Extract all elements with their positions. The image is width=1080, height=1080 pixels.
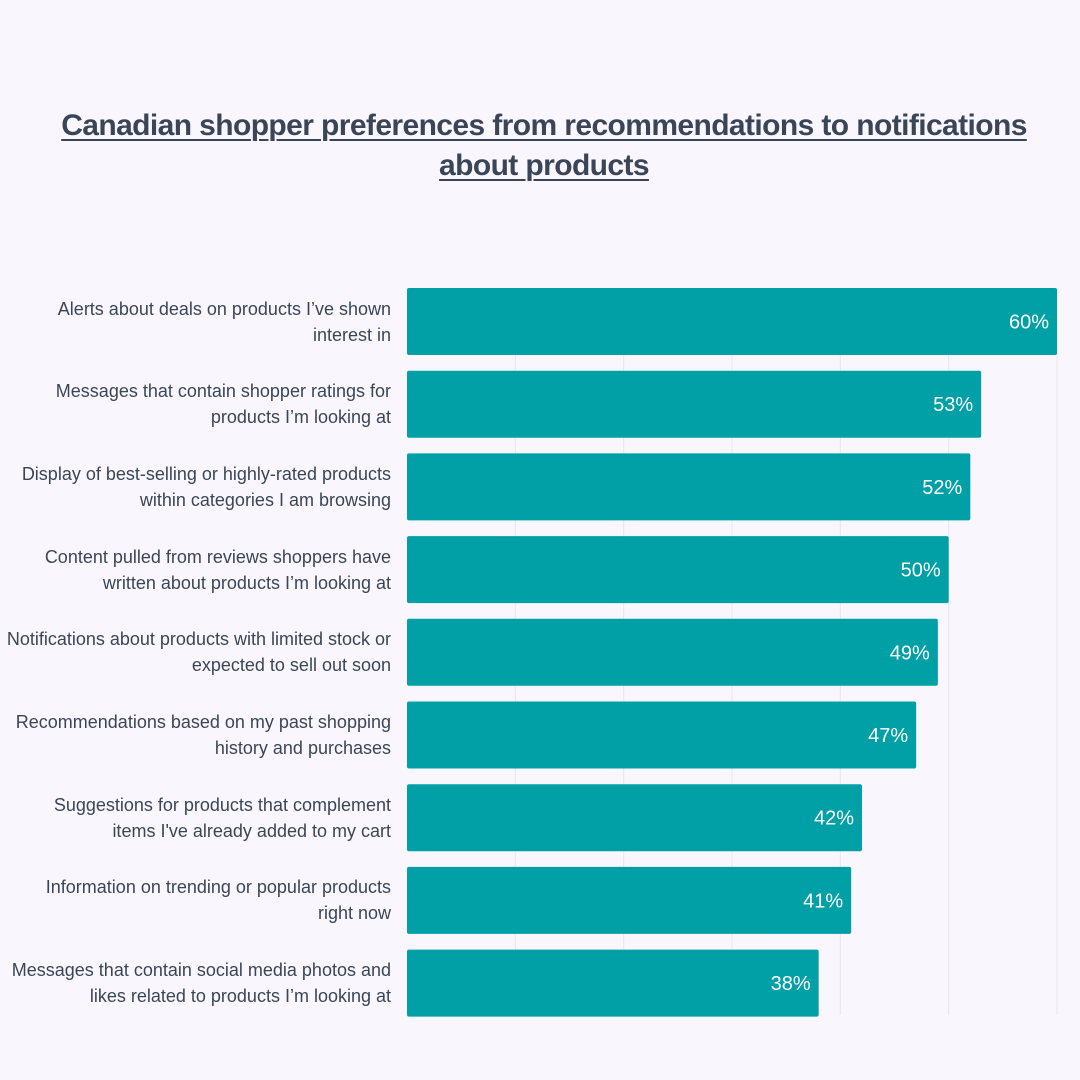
category-label: Suggestions for products that complement… — [53, 794, 391, 841]
chart-title: Canadian shopper preferences from recomm… — [61, 109, 1027, 182]
bar — [407, 453, 971, 521]
bar — [407, 288, 1057, 355]
value-label: 50% — [901, 560, 941, 582]
value-label: 60% — [1009, 312, 1049, 334]
value-labels: 60% 53% 52% 50% 49% 47% 42% 41% 38% — [771, 312, 1050, 996]
category-label: Messages that contain shopper ratings fo… — [55, 381, 391, 428]
value-label: 41% — [803, 890, 843, 912]
value-label: 47% — [868, 725, 908, 747]
value-label: 53% — [933, 394, 973, 416]
category-label: Recommendations based on my past shoppin… — [15, 712, 391, 758]
bar — [407, 618, 938, 686]
bar — [407, 949, 819, 1017]
bar — [407, 370, 982, 438]
category-label: Alerts about deals on products I’ve show… — [57, 298, 391, 345]
bar — [407, 701, 917, 769]
category-label: Messages that contain social media photo… — [11, 960, 391, 1007]
value-label: 42% — [814, 808, 854, 830]
category-label: Display of best-selling or highly-rated … — [21, 463, 391, 510]
category-label: Notifications about products with limite… — [6, 629, 391, 676]
bars — [407, 288, 1057, 1017]
value-label: 49% — [890, 642, 930, 664]
value-label: 52% — [922, 477, 962, 499]
value-label: 38% — [771, 973, 811, 995]
category-label: Content pulled from reviews shoppers hav… — [44, 546, 391, 593]
bar — [407, 536, 949, 604]
bar — [407, 784, 862, 852]
category-label: Information on trending or popular produ… — [45, 877, 391, 924]
bar — [407, 866, 852, 934]
